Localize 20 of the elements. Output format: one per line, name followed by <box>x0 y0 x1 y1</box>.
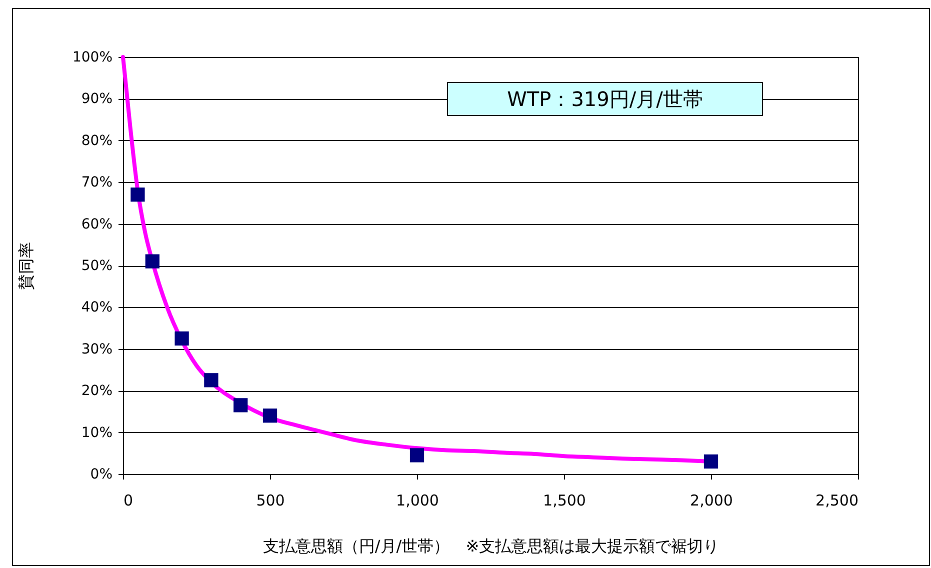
x-tick-label: 2,500 <box>816 492 858 510</box>
x-tick-label: 1,500 <box>543 492 586 510</box>
x-tick-label: 0 <box>124 492 134 510</box>
x-tick-label: 500 <box>256 492 285 510</box>
y-tick-label: 40% <box>81 300 112 316</box>
x-tick-label: 1,000 <box>396 492 439 510</box>
x-tick-label: 2,000 <box>690 492 733 510</box>
y-axis-title: 賛同率 <box>16 242 36 290</box>
text-box: WTP：319円/月/世帯 <box>447 82 763 116</box>
y-tick-label: 50% <box>81 258 112 274</box>
x-axis-title: 支払意思額（円/月/世帯） ※支払意思額は最大提示額で裾切り <box>262 536 720 556</box>
y-tick-label: 30% <box>81 341 112 358</box>
y-tick-label: 90% <box>81 91 112 108</box>
y-tick-label: 20% <box>81 383 112 400</box>
y-tick-label: 80% <box>81 132 112 149</box>
y-tick-label: 70% <box>81 174 112 191</box>
y-tick-label: 10% <box>81 424 112 441</box>
y-tick-label: 0% <box>90 466 112 482</box>
y-tick-label: 100% <box>72 50 112 66</box>
y-tick-label: 60% <box>81 216 112 232</box>
